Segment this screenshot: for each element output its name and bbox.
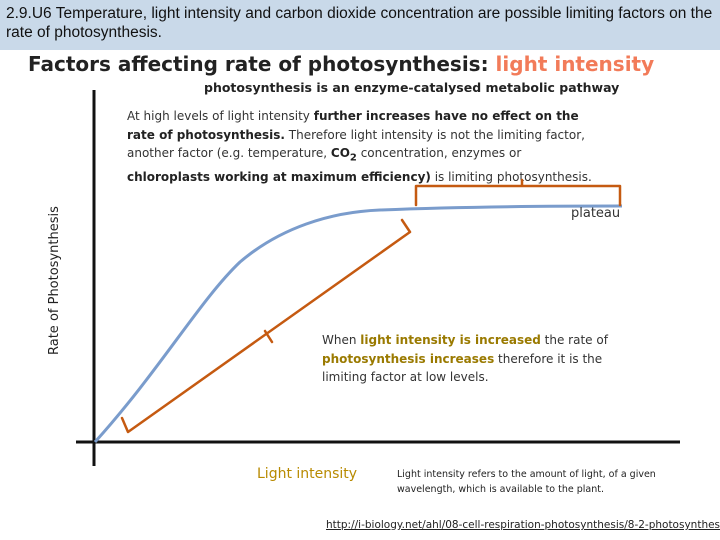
- plateau-note-co2: CO: [330, 146, 350, 160]
- header-text: 2.9.U6 Temperature, light intensity and …: [6, 5, 713, 41]
- increase-note-bold-2: photosynthesis increases: [322, 351, 495, 366]
- x-axis-label: Light intensity: [257, 466, 358, 482]
- increase-bracket: [120, 218, 412, 434]
- source-link[interactable]: http://i-biology.net/ahl/08-cell-respira…: [326, 519, 720, 531]
- plateau-bracket: [414, 178, 622, 207]
- plateau-note-text-2: Therefore light intensity is not the lim…: [127, 127, 585, 161]
- increase-note: When light intensity is increased the ra…: [322, 331, 622, 387]
- increase-note-text-2: the rate of: [540, 333, 608, 347]
- photosynthesis-curve: [93, 204, 623, 444]
- title-main: Factors affecting rate of photosynthesis…: [28, 52, 496, 76]
- plateau-label: plateau: [571, 206, 621, 221]
- title-highlight: light intensity: [495, 52, 655, 76]
- y-axis-label: Rate of Photosynthesis: [47, 206, 62, 355]
- plateau-note: At high levels of light intensity furthe…: [127, 107, 607, 186]
- increase-note-text-1: When: [322, 333, 361, 347]
- note-pointer-bracket: [430, 170, 532, 178]
- slide-title: Factors affecting rate of photosynthesis…: [28, 52, 654, 76]
- plateau-note-text-4: is limiting photosynthesis.: [430, 169, 592, 184]
- increase-note-bold-1: light intensity is increased: [360, 333, 541, 347]
- increase-note-text-3: therefore it is the limiting factor at l…: [322, 351, 603, 385]
- light-intensity-definition: Light intensity refers to the amount of …: [397, 469, 656, 495]
- plateau-note-bold-1: further increases have no effect on the …: [127, 109, 579, 142]
- slide-subtitle: photosynthesis is an enzyme-catalysed me…: [204, 80, 620, 95]
- plateau-note-text-3: concentration, enzymes or: [356, 146, 522, 160]
- plateau-note-text-1: At high levels of light intensity: [127, 109, 314, 123]
- plateau-note-bold-2: chloroplasts working at maximum efficien…: [127, 169, 431, 184]
- header-bar: 2.9.U6 Temperature, light intensity and …: [0, 0, 720, 50]
- plateau-note-co2-sub: 2: [349, 152, 357, 164]
